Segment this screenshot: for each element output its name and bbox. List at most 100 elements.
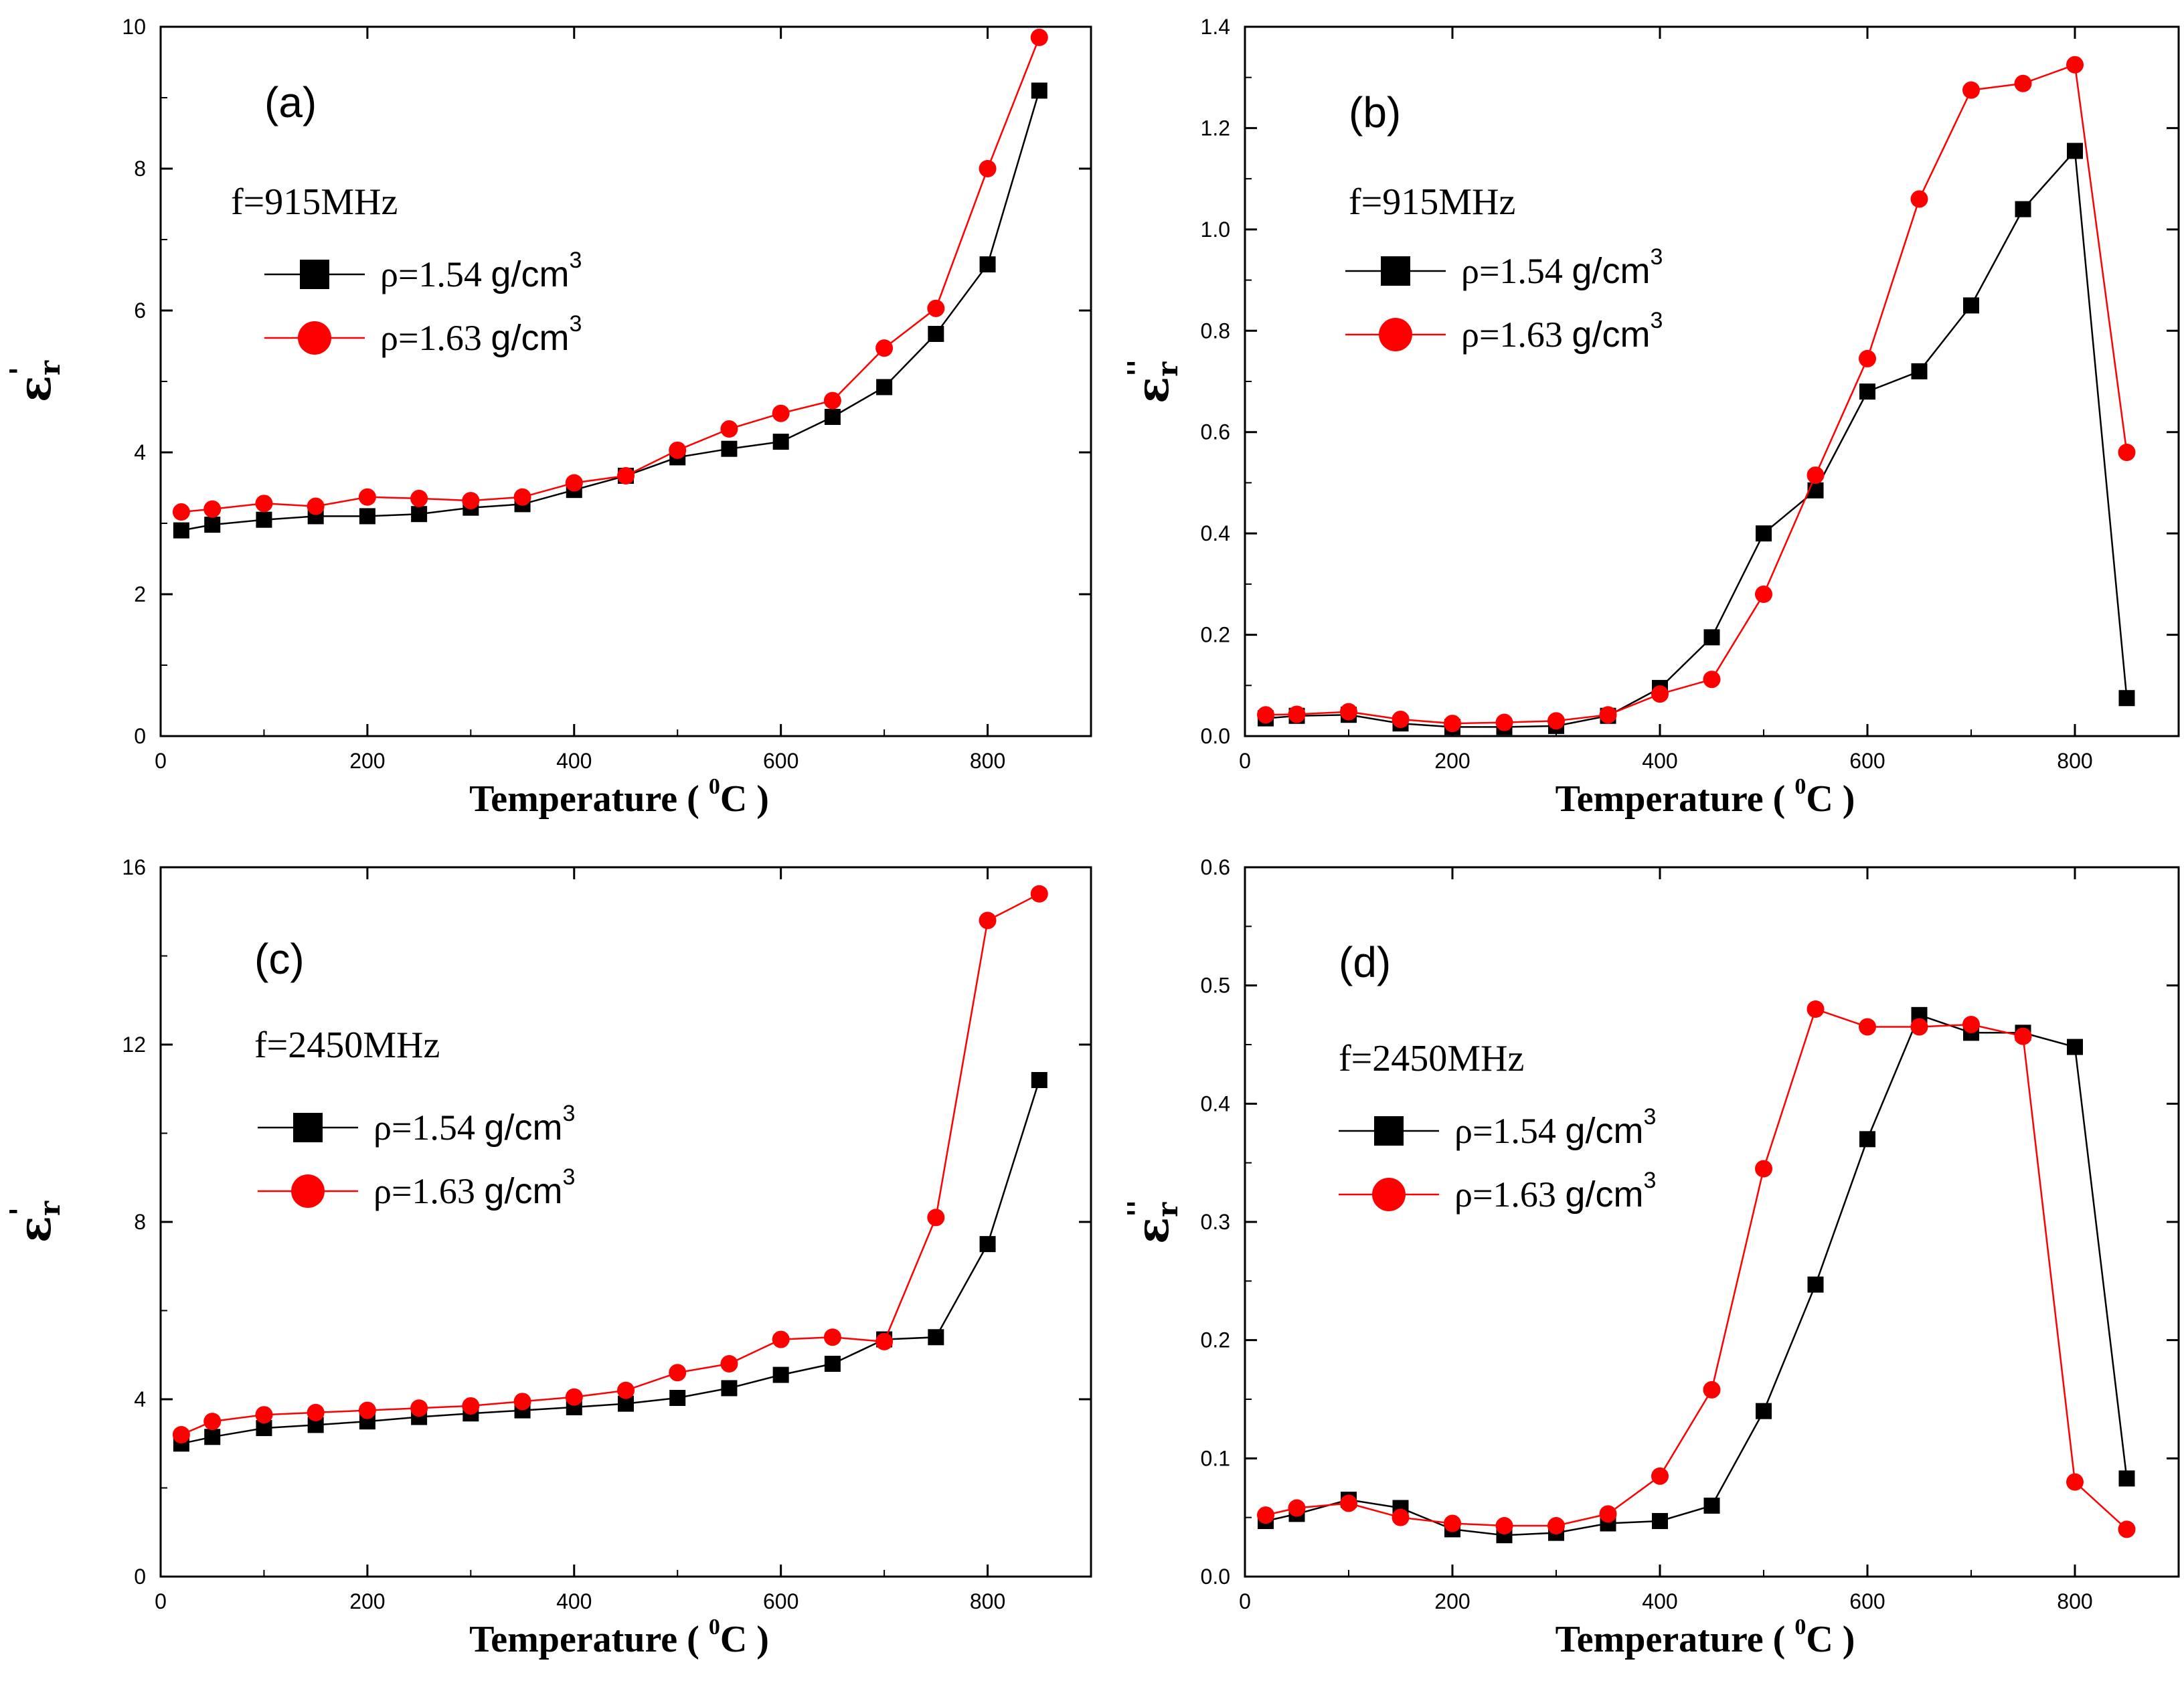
legend-label-exponent: 3 — [1643, 1168, 1656, 1193]
data-point-circle — [307, 497, 325, 515]
y-axis-title-prime: '' — [1122, 1200, 1155, 1217]
legend-label-exponent: 3 — [1650, 244, 1663, 270]
panel-label: (b) — [1349, 88, 1401, 137]
legend-label-unit: g/cm — [491, 254, 569, 294]
data-point-square — [1963, 297, 1979, 314]
data-point-square — [1703, 1498, 1720, 1514]
data-point-circle — [979, 911, 997, 929]
series-line-rho-163 — [1265, 64, 2128, 725]
y-axis-title: εr'' — [1122, 359, 1184, 404]
data-point-circle — [172, 1426, 190, 1443]
data-point-circle — [1962, 1015, 1980, 1033]
data-point-circle — [720, 1355, 738, 1372]
data-point-circle — [172, 503, 190, 521]
legend-label: ρ=1.63 g/cm3 — [1461, 308, 1663, 355]
data-point-circle — [1444, 715, 1461, 733]
data-point-circle — [1257, 706, 1274, 724]
y-tick-label: 8 — [134, 1210, 146, 1234]
y-tick-label: 0.8 — [1201, 319, 1230, 343]
legend-label-unit: g/cm — [1565, 1111, 1643, 1151]
y-tick-label: 0.6 — [1201, 855, 1230, 879]
series-line-rho-154 — [181, 90, 1040, 531]
data-point-circle — [255, 1406, 273, 1424]
y-tick-label: 10 — [122, 15, 146, 39]
data-point-circle — [1859, 1018, 1876, 1036]
y-axis-title-subscript: r — [33, 360, 66, 375]
data-point-square — [876, 379, 893, 395]
x-tick-label: 800 — [2057, 1589, 2092, 1613]
y-tick-label: 0.1 — [1201, 1446, 1230, 1470]
data-point-circle — [1910, 1018, 1928, 1036]
legend-label: ρ=1.54 g/cm3 — [1461, 244, 1663, 291]
data-point-circle — [565, 474, 583, 492]
data-point-circle — [462, 492, 480, 510]
data-point-circle — [772, 404, 790, 422]
data-point-square — [928, 1329, 944, 1346]
data-point-circle — [1807, 466, 1825, 484]
y-axis-title-subscript: r — [1151, 361, 1184, 377]
x-tick-label: 0 — [1239, 1589, 1251, 1613]
y-tick-label: 12 — [122, 1033, 146, 1057]
data-point-circle — [1651, 1467, 1669, 1485]
legend-marker-circle — [291, 1174, 325, 1208]
data-point-circle — [358, 1401, 376, 1419]
data-point-circle — [1547, 1517, 1565, 1535]
data-point-square — [772, 434, 789, 450]
x-axis-title-unit: C ) — [1806, 778, 1855, 820]
panel-label: (a) — [264, 78, 317, 126]
data-point-circle — [1030, 885, 1048, 903]
x-axis-title-text: Temperature ( — [1556, 778, 1795, 820]
data-point-square — [1031, 82, 1047, 99]
y-tick-label: 0 — [134, 724, 146, 748]
data-point-circle — [823, 1328, 841, 1346]
data-point-square — [721, 440, 738, 457]
data-point-circle — [669, 1364, 687, 1382]
x-axis-title-superscript: 0 — [1794, 1615, 1806, 1639]
legend-marker-circle — [1372, 1178, 1406, 1211]
legend-label-unit: g/cm — [1572, 315, 1650, 355]
legend-label-density: ρ=1.54 — [1461, 251, 1572, 291]
data-point-square — [1911, 363, 1928, 379]
x-axis-title-text: Temperature ( — [469, 778, 709, 820]
data-point-square — [2067, 1039, 2083, 1055]
x-axis-title-superscript: 0 — [709, 1615, 720, 1639]
x-tick-label: 200 — [1434, 749, 1470, 773]
data-point-circle — [772, 1330, 790, 1348]
data-point-circle — [1030, 28, 1048, 46]
y-tick-label: 1.0 — [1201, 217, 1230, 242]
y-tick-label: 1.4 — [1201, 15, 1230, 39]
x-tick-label: 400 — [556, 749, 592, 773]
data-point-circle — [617, 1381, 635, 1399]
legend-marker-circle — [298, 321, 331, 355]
data-point-circle — [1755, 1160, 1772, 1178]
data-point-square — [979, 256, 996, 273]
data-point-circle — [875, 1332, 894, 1350]
legend-label: ρ=1.63 g/cm3 — [1454, 1168, 1656, 1215]
data-point-square — [256, 511, 272, 528]
data-point-circle — [1547, 712, 1565, 730]
data-point-circle — [823, 391, 841, 410]
legend-label: ρ=1.54 g/cm3 — [373, 1101, 575, 1148]
y-axis-title-symbol: ε — [1126, 377, 1179, 404]
y-tick-label: 0.0 — [1201, 1565, 1230, 1589]
legend-label-exponent: 3 — [569, 311, 582, 337]
y-axis-title: εr'' — [1122, 1200, 1184, 1244]
legend-marker-circle — [1379, 318, 1412, 351]
data-point-square — [2118, 1470, 2135, 1487]
legend-marker-square — [300, 260, 329, 289]
data-point-square — [1807, 482, 1824, 499]
data-point-circle — [2118, 444, 2136, 461]
y-tick-label: 1.2 — [1201, 116, 1230, 140]
x-tick-label: 0 — [155, 749, 167, 773]
data-point-circle — [1392, 1508, 1410, 1526]
data-point-circle — [1444, 1514, 1461, 1532]
data-point-square — [824, 409, 841, 425]
data-point-circle — [203, 1413, 222, 1431]
data-point-square — [1756, 1403, 1772, 1419]
legend-label-exponent: 3 — [562, 1164, 575, 1190]
data-point-circle — [1288, 1499, 1306, 1517]
y-axis-title: εr' — [4, 360, 66, 402]
data-point-square — [1031, 1072, 1047, 1088]
legend-label-exponent: 3 — [562, 1101, 575, 1126]
y-tick-label: 16 — [122, 855, 146, 879]
